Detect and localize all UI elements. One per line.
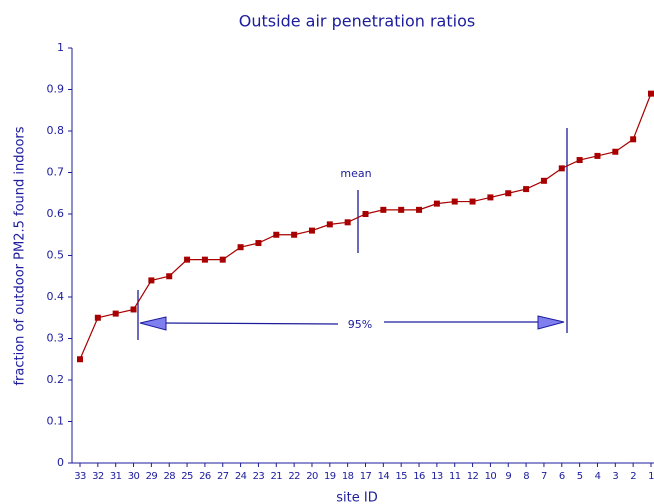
y-tick-label: 0.1	[47, 415, 65, 428]
arrow-line	[159, 322, 339, 325]
y-tick-label: 0.5	[47, 249, 65, 262]
point	[308, 227, 315, 234]
x-tick-label: 25	[181, 471, 193, 482]
interval-label: 95%	[348, 318, 372, 331]
x-tick-label: 22	[288, 471, 300, 482]
x-tick-label: 17	[360, 471, 372, 482]
mean-label: mean	[340, 167, 371, 180]
point	[594, 152, 601, 159]
point	[380, 206, 387, 213]
y-tick-label: 0.6	[47, 207, 65, 220]
point	[273, 231, 280, 238]
y-tick-label: 0.9	[47, 83, 65, 96]
point	[148, 277, 155, 284]
arrow-head	[537, 315, 565, 330]
x-tick-label: 21	[271, 471, 283, 482]
point	[612, 148, 619, 155]
point	[166, 273, 173, 280]
x-tick-label: 4	[595, 471, 601, 482]
x-tick-label: 5	[577, 471, 583, 482]
x-tick-label: 1	[648, 471, 654, 482]
point	[344, 219, 351, 226]
point	[291, 231, 298, 238]
x-tick-label: 28	[163, 471, 175, 482]
y-tick-label: 0.7	[47, 166, 65, 179]
point	[523, 186, 530, 193]
x-tick-label: 31	[110, 471, 122, 482]
point	[469, 198, 476, 205]
y-tick-label: 0.4	[47, 290, 65, 303]
x-tick-label: 11	[449, 471, 461, 482]
arrow-head	[139, 316, 167, 331]
point	[94, 314, 101, 321]
point	[130, 306, 137, 313]
point	[451, 198, 458, 205]
point	[505, 190, 512, 197]
y-tick-label: 0.3	[47, 332, 65, 345]
point	[112, 310, 119, 317]
y-tick-label: 0	[57, 456, 64, 469]
x-tick-label: 2	[630, 471, 636, 482]
x-tick-label: 20	[306, 471, 318, 482]
x-tick-label: 19	[324, 471, 336, 482]
point	[184, 256, 191, 263]
point	[201, 256, 208, 263]
x-tick-label: 9	[505, 471, 511, 482]
point	[237, 244, 244, 251]
x-tick-label: 14	[378, 471, 390, 482]
x-tick-label: 16	[413, 471, 425, 482]
point	[558, 165, 565, 172]
x-tick-label: 27	[217, 471, 229, 482]
y-tick-label: 1	[57, 41, 64, 54]
x-tick-label: 32	[92, 471, 104, 482]
point	[648, 90, 654, 97]
x-tick-label: 15	[395, 471, 407, 482]
x-tick-label: 12	[467, 471, 479, 482]
x-tick-label: 29	[146, 471, 158, 482]
y-tick-label: 0.8	[47, 124, 65, 137]
point	[326, 221, 333, 228]
x-axis-label: site ID	[336, 491, 377, 504]
point	[540, 177, 547, 184]
chart-title: Outside air penetration ratios	[239, 12, 475, 31]
x-tick-label: 8	[523, 471, 529, 482]
x-tick-label: 18	[342, 471, 354, 482]
point	[77, 356, 83, 363]
point	[255, 240, 262, 247]
point	[398, 206, 405, 213]
x-tick-label: 6	[559, 471, 565, 482]
x-tick-label: 24	[235, 471, 247, 482]
point	[433, 200, 440, 207]
y-axis-label: fraction of outdoor PM2.5 found indoors	[13, 126, 28, 385]
x-tick-label: 26	[199, 471, 211, 482]
point	[487, 194, 494, 201]
x-tick-label: 33	[74, 471, 86, 482]
x-tick-label: 10	[485, 471, 497, 482]
point	[219, 256, 226, 263]
x-tick-label: 7	[541, 471, 547, 482]
x-tick-label: 3	[612, 471, 618, 482]
point	[416, 206, 423, 213]
x-tick-label: 23	[253, 471, 265, 482]
x-tick-label: 30	[128, 471, 140, 482]
point	[576, 157, 583, 164]
point	[630, 136, 637, 143]
x-tick-label: 13	[431, 471, 443, 482]
point	[362, 211, 369, 217]
y-tick-label: 0.2	[47, 373, 65, 386]
